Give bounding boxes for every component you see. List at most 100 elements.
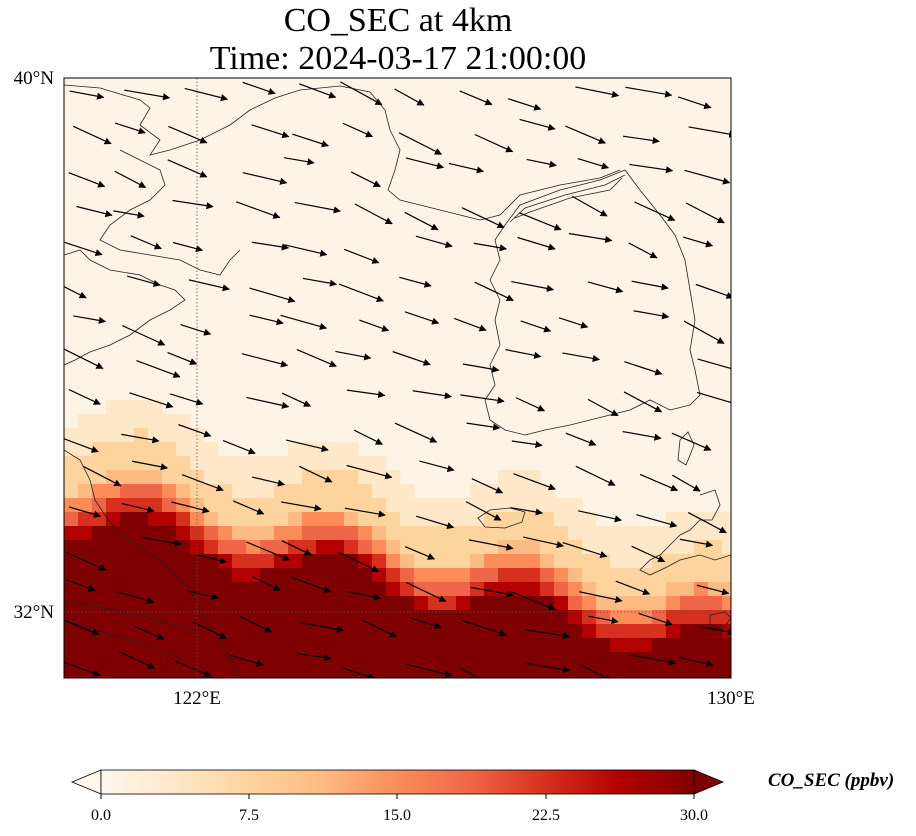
- wind-arrow: [683, 320, 725, 344]
- wind-arrow: [526, 158, 557, 168]
- field-cell: [344, 512, 359, 527]
- field-cell: [568, 568, 583, 583]
- field-cell: [232, 596, 247, 611]
- field-cell: [344, 568, 359, 583]
- field-cell: [120, 526, 135, 541]
- field-cell: [344, 638, 359, 653]
- field-cell: [358, 484, 373, 499]
- field-cell: [386, 512, 401, 527]
- field-cell: [64, 484, 79, 499]
- field-cell: [372, 624, 387, 639]
- wind-arrow: [359, 319, 390, 332]
- field-cell: [330, 610, 345, 625]
- field-cell: [330, 582, 345, 597]
- field-cell: [120, 666, 135, 678]
- field-cell: [218, 568, 233, 583]
- field-cell: [568, 596, 583, 611]
- wind-arrow: [522, 536, 564, 549]
- field-cell: [176, 456, 191, 471]
- wind-arrow: [344, 507, 386, 518]
- field-cell: [722, 610, 731, 625]
- field-cell: [498, 610, 513, 625]
- colorbar-tick-1: 7.5: [239, 807, 259, 824]
- wind-arrow: [588, 615, 619, 625]
- field-cell: [400, 652, 415, 667]
- field-cell: [428, 652, 443, 667]
- field-cell: [232, 638, 247, 653]
- field-cell: [274, 512, 289, 527]
- wind-arrow: [460, 394, 505, 404]
- wind-arrow: [173, 660, 212, 678]
- field-cell: [456, 512, 471, 527]
- wind-arrow: [399, 276, 432, 288]
- wind-arrow: [622, 135, 660, 145]
- wind-arrow: [695, 283, 731, 299]
- field-cell: [554, 638, 569, 653]
- field-cell: [624, 540, 639, 555]
- field-cell: [246, 582, 261, 597]
- field-cell: [554, 498, 569, 513]
- field-cell: [722, 596, 731, 611]
- field-cell: [106, 484, 121, 499]
- field-cell: [204, 470, 219, 485]
- field-cell: [414, 596, 429, 611]
- field-cell: [526, 610, 541, 625]
- field-cell: [638, 554, 653, 569]
- field-cell: [470, 526, 485, 541]
- field-cell: [148, 526, 163, 541]
- field-cell: [232, 652, 247, 667]
- wind-arrow: [117, 591, 155, 604]
- field-cell: [540, 610, 555, 625]
- wind-arrow: [296, 349, 337, 368]
- field-cell: [204, 638, 219, 653]
- field-cell: [666, 554, 681, 569]
- field-cell: [344, 456, 359, 471]
- field-cell: [162, 624, 177, 639]
- field-cell: [330, 652, 345, 667]
- field-cell: [218, 526, 233, 541]
- wind-arrow: [297, 652, 332, 662]
- wind-arrow: [136, 359, 181, 378]
- field-cell: [358, 624, 373, 639]
- field-cell: [162, 414, 177, 429]
- field-cell: [120, 652, 135, 667]
- field-cell: [232, 624, 247, 639]
- field-cell: [232, 456, 247, 471]
- field-cell: [204, 526, 219, 541]
- field-cell: [568, 652, 583, 667]
- field-cell: [414, 652, 429, 667]
- field-cell: [64, 568, 79, 583]
- field-cell: [470, 484, 485, 499]
- wind-arrow: [696, 584, 730, 596]
- field-cell: [120, 638, 135, 653]
- field-cell: [610, 666, 625, 678]
- field-cell: [386, 526, 401, 541]
- field-cell: [400, 512, 415, 527]
- field-cell: [610, 568, 625, 583]
- field-cell: [512, 568, 527, 583]
- field-cell: [92, 568, 107, 583]
- field-cell: [162, 540, 177, 555]
- field-cell: [386, 624, 401, 639]
- field-cell: [288, 610, 303, 625]
- wind-arrow: [696, 391, 731, 404]
- wind-arrow: [474, 281, 514, 302]
- field-cell: [106, 498, 121, 513]
- field-cell: [246, 456, 261, 471]
- field-cell: [288, 470, 303, 485]
- field-cell: [302, 610, 317, 625]
- wind-arrow: [579, 591, 623, 604]
- field-cell: [358, 638, 373, 653]
- field-cell: [470, 512, 485, 527]
- field-cell: [386, 638, 401, 653]
- wind-arrow: [638, 612, 673, 626]
- field-cell: [470, 596, 485, 611]
- field-cell: [722, 540, 731, 555]
- wind-arrow: [688, 126, 731, 138]
- field-cell: [568, 498, 583, 513]
- field-cell: [204, 554, 219, 569]
- field-cell: [288, 596, 303, 611]
- wind-arrow: [73, 315, 107, 324]
- wind-arrow: [235, 201, 281, 219]
- field-cell: [470, 498, 485, 513]
